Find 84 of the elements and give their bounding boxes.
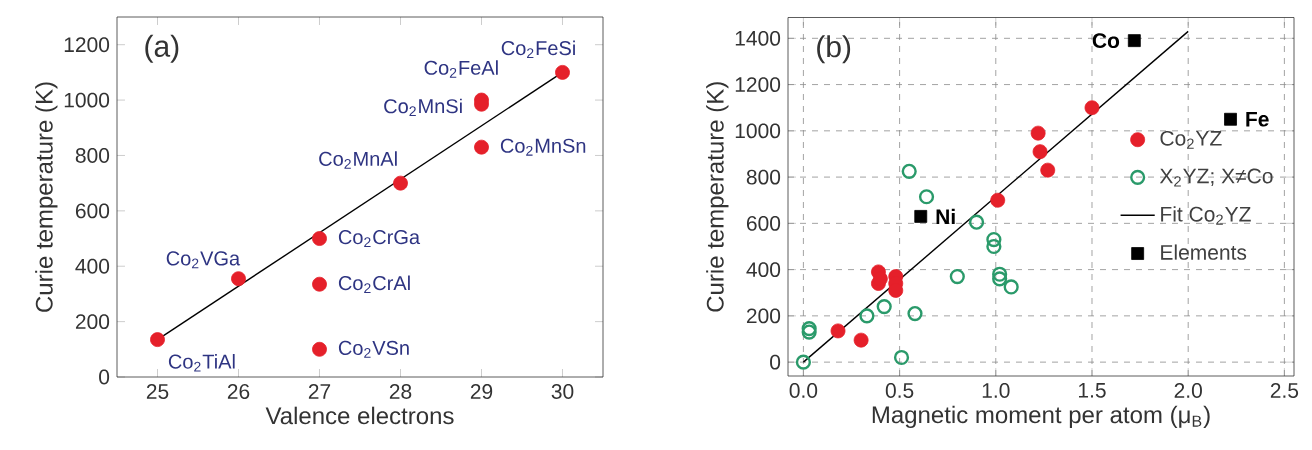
- point: [393, 175, 408, 191]
- annotation: Co$_{2}$MnSn: [500, 138, 586, 156]
- y-axis-title: Curie temperature (K): [706, 82, 729, 312]
- y-tick-label: 0: [99, 369, 110, 385]
- y-tick-label: 1400: [735, 30, 781, 46]
- x-tick-label: 1.5: [1079, 383, 1106, 398]
- y-tick-label: 200: [75, 314, 110, 330]
- legend-label: Elements: [1161, 244, 1247, 260]
- x-tick-label: 2.0: [1174, 383, 1202, 398]
- x-axis-title: Valence electrons: [265, 406, 454, 425]
- point: [1030, 125, 1046, 141]
- legend-label: Fit Co$_{2}$YZ: [1161, 206, 1251, 225]
- point: [992, 271, 1008, 287]
- point: [1084, 100, 1100, 116]
- y-axis-title: Curie temperature (K): [35, 82, 58, 312]
- point: [949, 268, 965, 285]
- legend-label: X$_{2}$YZ; X≠Co: [1159, 168, 1273, 187]
- annotation: Co$_{2}$FeSi: [501, 40, 575, 58]
- point: [474, 139, 489, 155]
- annotation: Co$_{2}$VSn: [338, 340, 409, 358]
- x-tick-label: 26: [227, 384, 250, 399]
- point: [312, 276, 327, 292]
- x-tick-label: 2.5: [1270, 383, 1299, 398]
- point: [150, 332, 165, 348]
- annotation: Co$_{2}$MnSi: [384, 98, 462, 117]
- y-tick-label: 1200: [735, 77, 781, 93]
- annotation: Co$_{2}$CrAl: [338, 275, 410, 293]
- legend-label: Co$_{2}$YZ: [1160, 130, 1222, 149]
- x-axis-title: Magnetic moment per atom (μ$_{B}$): [872, 405, 1210, 429]
- point: [907, 305, 923, 322]
- point: [986, 238, 1002, 255]
- annotation: Co$_{2}$FeAl: [424, 60, 498, 78]
- x-tick-label: 1.0: [982, 383, 1010, 398]
- point: [555, 64, 570, 80]
- x-tick-label: 27: [308, 384, 331, 399]
- x-tick-label: 0.0: [789, 383, 818, 398]
- point: [968, 214, 985, 230]
- point: [914, 210, 928, 223]
- y-tick-label: 600: [746, 215, 781, 231]
- point: [312, 231, 327, 246]
- point: [801, 320, 817, 337]
- annotation: Ni: [936, 208, 955, 225]
- point: [901, 163, 917, 179]
- point: [893, 349, 910, 366]
- point: [990, 192, 1006, 208]
- y-tick-label: 400: [75, 258, 110, 274]
- point: [801, 324, 817, 340]
- y-tick-label: 400: [746, 262, 781, 278]
- x-tick-label: 30: [551, 384, 574, 399]
- y-tick-label: 200: [746, 308, 781, 324]
- point: [1127, 34, 1141, 48]
- point: [986, 231, 1002, 248]
- point: [1040, 162, 1056, 178]
- x-tick-label: 29: [470, 384, 493, 399]
- y-tick-label: 600: [75, 203, 110, 219]
- y-tick-label: 800: [75, 148, 110, 163]
- y-tick-label: 1200: [64, 37, 110, 53]
- point: [1224, 112, 1237, 126]
- point: [918, 189, 935, 205]
- point: [231, 271, 246, 287]
- point: [795, 354, 811, 370]
- x-tick-label: 0.5: [885, 383, 914, 398]
- point: [1032, 144, 1048, 160]
- text: (b): [817, 35, 851, 64]
- annotation: Co: [1092, 33, 1120, 49]
- point: [992, 266, 1008, 282]
- annotation: Co$_{2}$TiAl: [168, 354, 235, 372]
- y-tick-label: 800: [746, 169, 781, 185]
- y-tick-label: 0: [770, 354, 781, 370]
- y-tick-label: 1000: [735, 123, 781, 139]
- x-tick-label: 25: [146, 384, 169, 399]
- point: [859, 308, 875, 324]
- text: (a): [145, 34, 179, 63]
- y-tick-label: 1000: [64, 92, 110, 108]
- x-tick-label: 28: [389, 384, 412, 399]
- annotation: Fe: [1246, 111, 1269, 127]
- point: [853, 332, 869, 348]
- annotation: Co$_{2}$CrGa: [338, 230, 421, 248]
- point: [830, 323, 846, 339]
- annotation: Co$_{2}$VGa: [166, 251, 241, 269]
- point: [1003, 279, 1019, 295]
- annotation: Co$_{2}$MnAl: [319, 151, 397, 169]
- point: [312, 341, 327, 357]
- point: [876, 299, 892, 315]
